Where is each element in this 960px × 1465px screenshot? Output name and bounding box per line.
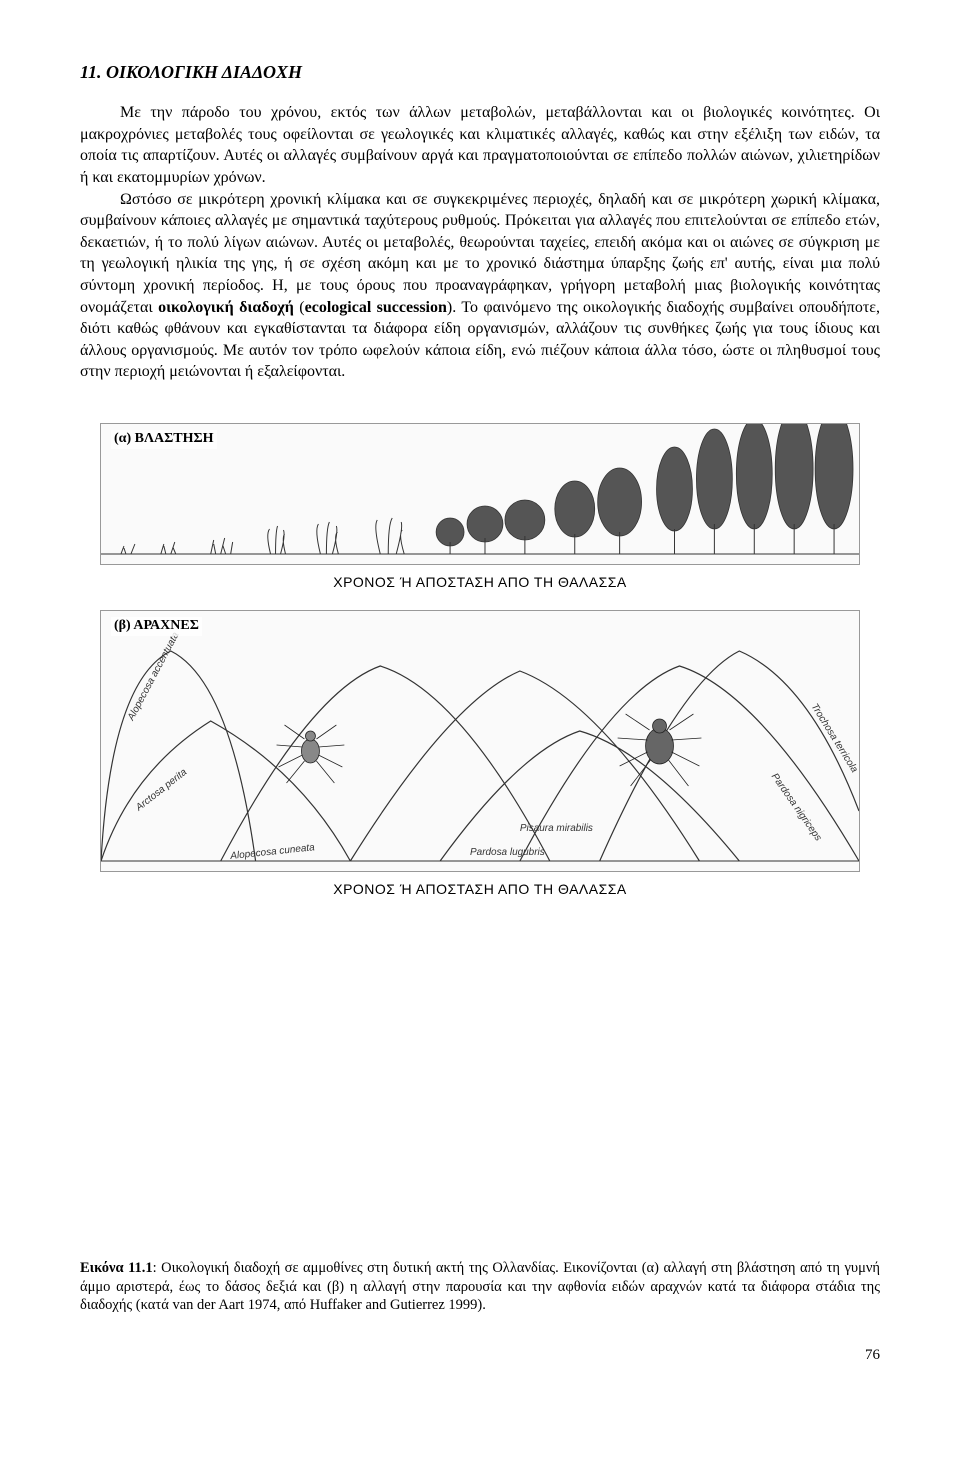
spider-illustration-left	[277, 725, 345, 783]
panel-a-label: (α) ΒΛΑΣΤΗΣΗ	[111, 430, 217, 449]
spider-illustration-right	[618, 714, 702, 786]
species-label-2: Arctosa perita	[133, 766, 189, 813]
panel-a-axis-label: ΧΡΟΝΟΣ Ή ΑΠΟΣΤΑΣΗ ΑΠΟ ΤΗ ΘΑΛΑΣΣΑ	[100, 573, 860, 592]
panel-b-label: (β) ΑΡΑΧΝΕΣ	[111, 617, 202, 636]
panel-b-axis-label: ΧΡΟΝΟΣ Ή ΑΠΟΣΤΑΣΗ ΑΠΟ ΤΗ ΘΑΛΑΣΣΑ	[100, 880, 860, 899]
species-label-7: Trochosa terricola	[809, 702, 859, 775]
figure-11-1: (α) ΒΛΑΣΤΗΣΗ	[100, 423, 860, 899]
p2-term-bold: οικολογική διαδοχή	[158, 299, 294, 316]
p2-run-c: (	[294, 299, 305, 316]
p2-run-a: Ωστόσο σε μικρότερη χρονική κλίμακα και …	[80, 191, 880, 316]
species-label-1: Alopecosa accentuata	[125, 630, 181, 723]
page-number: 76	[80, 1345, 880, 1365]
caption-lead: Εικόνα 11.1	[80, 1260, 153, 1276]
figure-caption: Εικόνα 11.1: Οικολογική διαδοχή σε αμμοθ…	[80, 1259, 880, 1316]
figure-panel-a: (α) ΒΛΑΣΤΗΣΗ	[100, 423, 860, 565]
caption-text: : Οικολογική διαδοχή σε αμμοθίνες στη δυ…	[80, 1260, 880, 1314]
paragraph-1: Με την πάροδο του χρόνου, εκτός των άλλω…	[80, 102, 880, 188]
species-label-6: Pardosa nigriceps	[769, 771, 824, 843]
species-label-4: Pardosa lugubris	[470, 847, 545, 858]
figure-panel-b: (β) ΑΡΑΧΝΕΣ Alopecosa accentuata Arctosa…	[100, 610, 860, 872]
spider-curves-diagram: Alopecosa accentuata Arctosa perita Alop…	[101, 611, 859, 871]
paragraph-2: Ωστόσο σε μικρότερη χρονική κλίμακα και …	[80, 189, 880, 383]
species-label-3: Alopecosa cuneata	[229, 842, 316, 862]
species-label-5: Pisaura mirabilis	[520, 823, 593, 834]
p2-term-en: ecological succession	[305, 299, 447, 316]
page-title: 11. ΟΙΚΟΛΟΓΙΚΗ ΔΙΑΔΟΧΗ	[80, 60, 880, 84]
